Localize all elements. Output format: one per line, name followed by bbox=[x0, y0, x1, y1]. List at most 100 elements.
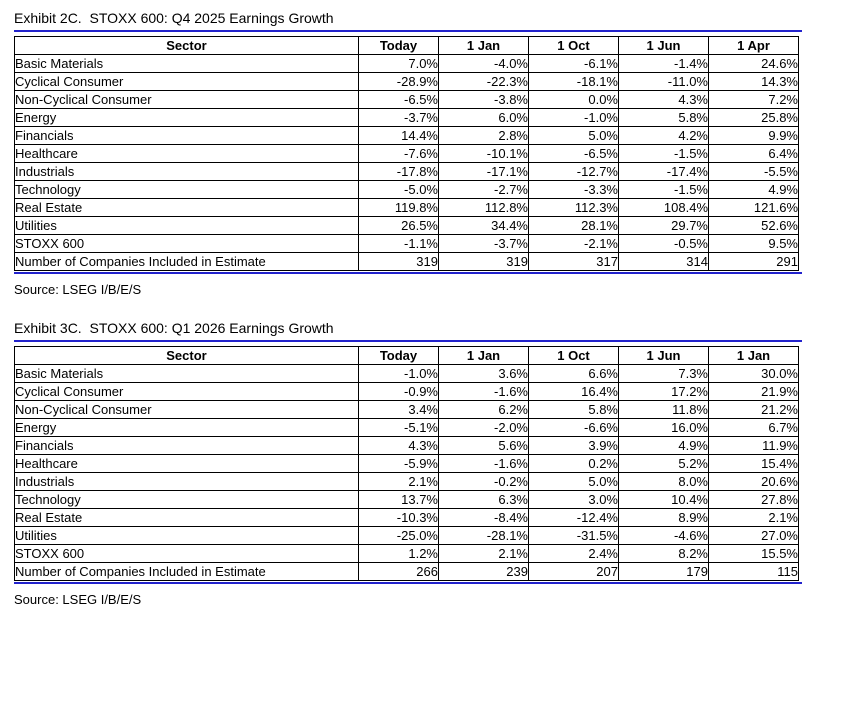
table-row: Number of Companies Included in Estimate… bbox=[14, 252, 799, 271]
value-cell: 5.6% bbox=[438, 436, 529, 455]
value-cell: 15.4% bbox=[708, 454, 799, 473]
value-cell: -10.1% bbox=[438, 144, 529, 163]
sector-cell: Number of Companies Included in Estimate bbox=[14, 252, 359, 271]
exhibit-2c-title: Exhibit 2C. STOXX 600: Q4 2025 Earnings … bbox=[14, 10, 334, 26]
value-cell: 11.9% bbox=[708, 436, 799, 455]
value-cell: -3.7% bbox=[358, 108, 439, 127]
value-cell: 25.8% bbox=[708, 108, 799, 127]
value-cell: 6.4% bbox=[708, 144, 799, 163]
value-cell: -22.3% bbox=[438, 72, 529, 91]
value-cell: -31.5% bbox=[528, 526, 619, 545]
sector-cell: Utilities bbox=[14, 216, 359, 235]
value-cell: 4.3% bbox=[618, 90, 709, 109]
table-row: Basic Materials 7.0% -4.0% -6.1% -1.4% 24.6% bbox=[14, 54, 799, 73]
sector-cell: STOXX 600 bbox=[14, 544, 359, 563]
value-cell: 2.1% bbox=[708, 508, 799, 527]
table-row: Cyclical Consumer -0.9% -1.6% 16.4% 17.2% 21.… bbox=[14, 382, 799, 401]
table-row: Energy -3.7% 6.0% -1.0% 5.8% 25.8% bbox=[14, 108, 799, 127]
sector-cell: Financials bbox=[14, 126, 359, 145]
value-cell: 8.9% bbox=[618, 508, 709, 527]
value-cell: 108.4% bbox=[618, 198, 709, 217]
source-caption: Source: LSEG I/B/E/S bbox=[14, 282, 142, 297]
table-row: Technology 13.7% 6.3% 3.0% 10.4% 27.8% bbox=[14, 490, 799, 509]
value-cell: -6.6% bbox=[528, 418, 619, 437]
value-cell: -1.5% bbox=[618, 144, 709, 163]
value-cell: -18.1% bbox=[528, 72, 619, 91]
sector-cell: Industrials bbox=[14, 162, 359, 181]
accent-rule bbox=[14, 30, 802, 32]
exhibit-3c-title: Exhibit 3C. STOXX 600: Q1 2026 Earnings … bbox=[14, 320, 334, 336]
value-cell: 115 bbox=[708, 562, 799, 581]
table-row: Non-Cyclical Consumer -6.5% -3.8% 0.0% 4.3% 7… bbox=[14, 90, 799, 109]
value-cell: -0.2% bbox=[438, 472, 529, 491]
sector-cell: STOXX 600 bbox=[14, 234, 359, 253]
value-cell: -3.3% bbox=[528, 180, 619, 199]
table-row: Industrials -17.8% -17.1% -12.7% -17.4% -5.5% bbox=[14, 162, 799, 181]
value-cell: 52.6% bbox=[708, 216, 799, 235]
table-row: Utilities -25.0% -28.1% -31.5% -4.6% 27.0% bbox=[14, 526, 799, 545]
source-caption: Source: LSEG I/B/E/S bbox=[14, 592, 142, 607]
value-cell: 8.0% bbox=[618, 472, 709, 491]
column-header-sector: Sector bbox=[14, 346, 359, 365]
value-cell: 24.6% bbox=[708, 54, 799, 73]
sector-cell: Energy bbox=[14, 418, 359, 437]
value-cell: -4.0% bbox=[438, 54, 529, 73]
value-cell: 6.7% bbox=[708, 418, 799, 437]
value-cell: 3.6% bbox=[438, 364, 529, 383]
table-header-row: Sector Today 1 Jan 1 Oct 1 Jun 1 Jan bbox=[14, 346, 799, 365]
sector-cell: Cyclical Consumer bbox=[14, 382, 359, 401]
value-cell: -1.1% bbox=[358, 234, 439, 253]
value-cell: 16.0% bbox=[618, 418, 709, 437]
value-cell: 4.9% bbox=[708, 180, 799, 199]
sector-cell: Healthcare bbox=[14, 144, 359, 163]
value-cell: 3.0% bbox=[528, 490, 619, 509]
value-cell: 9.5% bbox=[708, 234, 799, 253]
value-cell: -8.4% bbox=[438, 508, 529, 527]
value-cell: 4.3% bbox=[358, 436, 439, 455]
sector-cell: Real Estate bbox=[14, 508, 359, 527]
value-cell: -2.0% bbox=[438, 418, 529, 437]
sector-cell: Technology bbox=[14, 490, 359, 509]
table-row: STOXX 600 -1.1% -3.7% -2.1% -0.5% 9.5% bbox=[14, 234, 799, 253]
table-row: Real Estate 119.8% 112.8% 112.3% 108.4% 121.6… bbox=[14, 198, 799, 217]
value-cell: 28.1% bbox=[528, 216, 619, 235]
accent-rule bbox=[14, 582, 802, 584]
value-cell: 314 bbox=[618, 252, 709, 271]
value-cell: 119.8% bbox=[358, 198, 439, 217]
column-header-1apr: 1 Apr bbox=[708, 36, 799, 55]
column-header-today: Today bbox=[358, 36, 439, 55]
value-cell: 17.2% bbox=[618, 382, 709, 401]
value-cell: -28.9% bbox=[358, 72, 439, 91]
value-cell: 10.4% bbox=[618, 490, 709, 509]
value-cell: 5.2% bbox=[618, 454, 709, 473]
value-cell: 6.6% bbox=[528, 364, 619, 383]
column-header-1jun: 1 Jun bbox=[618, 346, 709, 365]
value-cell: 21.9% bbox=[708, 382, 799, 401]
value-cell: -3.7% bbox=[438, 234, 529, 253]
value-cell: 30.0% bbox=[708, 364, 799, 383]
value-cell: -6.5% bbox=[358, 90, 439, 109]
table-row: STOXX 600 1.2% 2.1% 2.4% 8.2% 15.5% bbox=[14, 544, 799, 563]
value-cell: 27.0% bbox=[708, 526, 799, 545]
value-cell: -0.9% bbox=[358, 382, 439, 401]
value-cell: 291 bbox=[708, 252, 799, 271]
table-row: Financials 14.4% 2.8% 5.0% 4.2% 9.9% bbox=[14, 126, 799, 145]
sector-cell: Energy bbox=[14, 108, 359, 127]
table-row: Cyclical Consumer -28.9% -22.3% -18.1% -11.0… bbox=[14, 72, 799, 91]
value-cell: -2.1% bbox=[528, 234, 619, 253]
sector-cell: Number of Companies Included in Estimate bbox=[14, 562, 359, 581]
value-cell: 317 bbox=[528, 252, 619, 271]
value-cell: 20.6% bbox=[708, 472, 799, 491]
value-cell: 3.9% bbox=[528, 436, 619, 455]
value-cell: 29.7% bbox=[618, 216, 709, 235]
value-cell: 14.4% bbox=[358, 126, 439, 145]
sector-cell: Industrials bbox=[14, 472, 359, 491]
exhibit-2c-section: Exhibit 2C. STOXX 600: Q4 2025 Earnings … bbox=[14, 9, 849, 297]
value-cell: 112.8% bbox=[438, 198, 529, 217]
value-cell: 15.5% bbox=[708, 544, 799, 563]
table-row: Industrials 2.1% -0.2% 5.0% 8.0% 20.6% bbox=[14, 472, 799, 491]
value-cell: -17.8% bbox=[358, 162, 439, 181]
value-cell: 9.9% bbox=[708, 126, 799, 145]
value-cell: -6.5% bbox=[528, 144, 619, 163]
